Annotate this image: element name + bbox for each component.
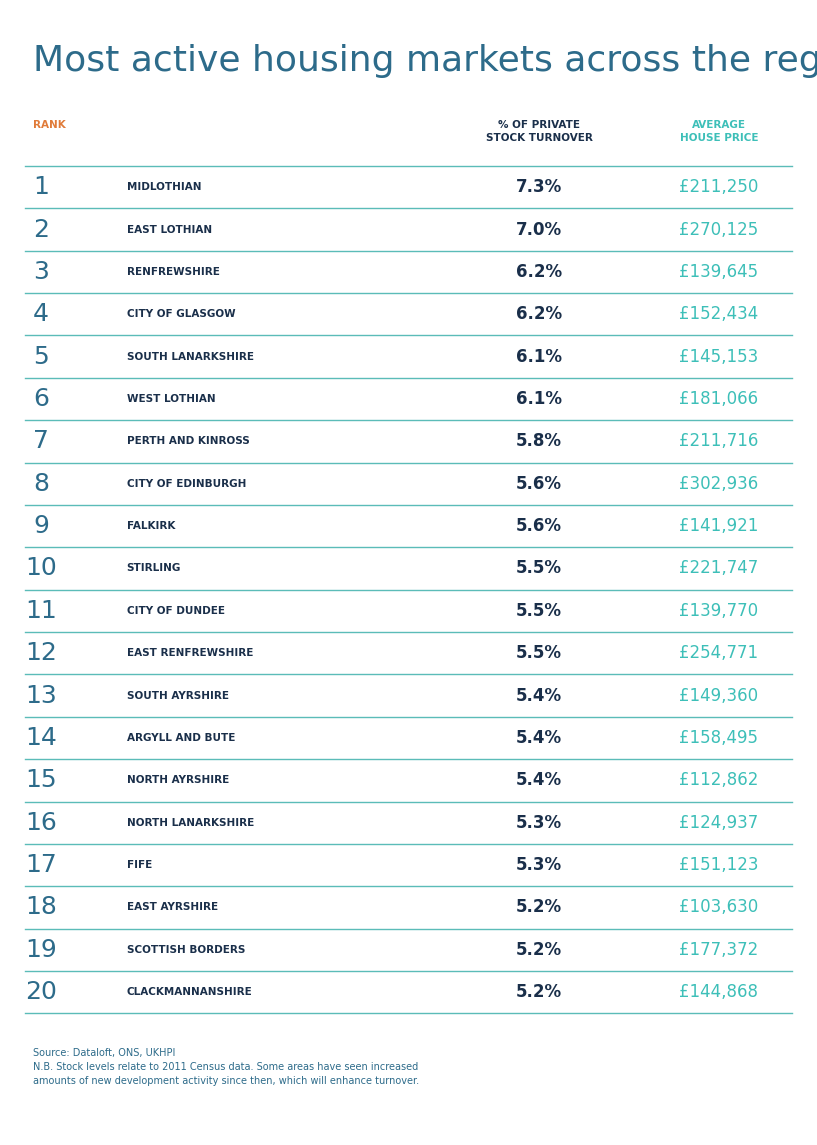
- Text: £149,360: £149,360: [680, 687, 758, 704]
- Text: FIFE: FIFE: [127, 860, 152, 870]
- Text: CITY OF DUNDEE: CITY OF DUNDEE: [127, 606, 225, 616]
- Text: 16: 16: [25, 811, 57, 835]
- Text: 7.3%: 7.3%: [516, 179, 562, 196]
- Text: RENFREWSHIRE: RENFREWSHIRE: [127, 267, 220, 277]
- Text: STIRLING: STIRLING: [127, 563, 181, 574]
- Text: CITY OF GLASGOW: CITY OF GLASGOW: [127, 309, 235, 319]
- Text: £144,868: £144,868: [680, 984, 758, 1001]
- Text: 5.8%: 5.8%: [516, 433, 562, 450]
- Text: SOUTH AYRSHIRE: SOUTH AYRSHIRE: [127, 690, 229, 701]
- Text: 6.1%: 6.1%: [516, 390, 562, 408]
- Text: SOUTH LANARKSHIRE: SOUTH LANARKSHIRE: [127, 352, 253, 362]
- Text: WEST LOTHIAN: WEST LOTHIAN: [127, 394, 215, 404]
- Text: £103,630: £103,630: [679, 899, 759, 916]
- Text: £124,937: £124,937: [679, 814, 759, 831]
- Text: 2: 2: [33, 218, 49, 242]
- Text: 7.0%: 7.0%: [516, 221, 562, 238]
- Text: SCOTTISH BORDERS: SCOTTISH BORDERS: [127, 945, 245, 955]
- Text: 19: 19: [25, 938, 56, 962]
- Text: 5.2%: 5.2%: [516, 899, 562, 916]
- Text: 12: 12: [25, 641, 57, 665]
- Text: 5.5%: 5.5%: [516, 602, 562, 619]
- Text: 6: 6: [33, 387, 49, 411]
- Text: PERTH AND KINROSS: PERTH AND KINROSS: [127, 436, 249, 447]
- Text: 10: 10: [25, 556, 56, 581]
- Text: £181,066: £181,066: [680, 390, 758, 408]
- Text: £254,771: £254,771: [680, 645, 758, 662]
- Text: ARGYLL AND BUTE: ARGYLL AND BUTE: [127, 733, 235, 743]
- Text: 13: 13: [25, 684, 56, 708]
- Text: £270,125: £270,125: [679, 221, 759, 238]
- Text: EAST AYRSHIRE: EAST AYRSHIRE: [127, 902, 218, 913]
- Text: NORTH LANARKSHIRE: NORTH LANARKSHIRE: [127, 818, 254, 828]
- Text: 20: 20: [25, 980, 57, 1004]
- Text: 5.6%: 5.6%: [516, 518, 562, 535]
- Text: 7: 7: [33, 429, 49, 453]
- Text: NORTH AYRSHIRE: NORTH AYRSHIRE: [127, 775, 229, 785]
- Text: 5.4%: 5.4%: [516, 772, 562, 789]
- Text: £211,716: £211,716: [679, 433, 759, 450]
- Text: 5.3%: 5.3%: [516, 814, 562, 831]
- Text: 8: 8: [33, 472, 49, 496]
- Text: 5.2%: 5.2%: [516, 984, 562, 1001]
- Text: £211,250: £211,250: [679, 179, 759, 196]
- Text: CLACKMANNANSHIRE: CLACKMANNANSHIRE: [127, 987, 252, 997]
- Text: FALKIRK: FALKIRK: [127, 521, 175, 531]
- Text: £141,921: £141,921: [679, 518, 759, 535]
- Text: MIDLOTHIAN: MIDLOTHIAN: [127, 182, 201, 192]
- Text: 6.1%: 6.1%: [516, 348, 562, 365]
- Text: 5.4%: 5.4%: [516, 729, 562, 747]
- Text: EAST RENFREWSHIRE: EAST RENFREWSHIRE: [127, 648, 253, 658]
- Text: RANK: RANK: [33, 120, 65, 131]
- Text: 6.2%: 6.2%: [516, 263, 562, 281]
- Text: 3: 3: [33, 260, 49, 284]
- Text: 6.2%: 6.2%: [516, 306, 562, 323]
- Text: £151,123: £151,123: [679, 856, 759, 874]
- Text: EAST LOTHIAN: EAST LOTHIAN: [127, 224, 212, 235]
- Text: 5.4%: 5.4%: [516, 687, 562, 704]
- Text: £112,862: £112,862: [679, 772, 759, 789]
- Text: £145,153: £145,153: [679, 348, 759, 365]
- Text: £158,495: £158,495: [680, 729, 758, 747]
- Text: 5.5%: 5.5%: [516, 645, 562, 662]
- Text: % OF PRIVATE
STOCK TURNOVER: % OF PRIVATE STOCK TURNOVER: [486, 120, 592, 143]
- Text: 9: 9: [33, 514, 49, 538]
- Text: 17: 17: [25, 853, 56, 877]
- Text: 11: 11: [25, 599, 56, 623]
- Text: 5.6%: 5.6%: [516, 475, 562, 492]
- Text: £152,434: £152,434: [679, 306, 759, 323]
- Text: 5.5%: 5.5%: [516, 560, 562, 577]
- Text: 15: 15: [25, 768, 56, 792]
- Text: 18: 18: [25, 895, 57, 919]
- Text: £177,372: £177,372: [679, 941, 759, 958]
- Text: 4: 4: [33, 302, 49, 326]
- Text: £221,747: £221,747: [679, 560, 759, 577]
- Text: £139,645: £139,645: [680, 263, 758, 281]
- Text: £302,936: £302,936: [679, 475, 759, 492]
- Text: 1: 1: [33, 175, 49, 199]
- Text: 5.3%: 5.3%: [516, 856, 562, 874]
- Text: 5: 5: [33, 345, 49, 369]
- Text: Source: Dataloft, ONS, UKHPI
N.B. Stock levels relate to 2011 Census data. Some : Source: Dataloft, ONS, UKHPI N.B. Stock …: [33, 1048, 419, 1085]
- Text: £139,770: £139,770: [680, 602, 758, 619]
- Text: CITY OF EDINBURGH: CITY OF EDINBURGH: [127, 479, 246, 489]
- Text: Most active housing markets across the region: Most active housing markets across the r…: [33, 44, 817, 78]
- Text: 14: 14: [25, 726, 57, 750]
- Text: AVERAGE
HOUSE PRICE: AVERAGE HOUSE PRICE: [680, 120, 758, 143]
- Text: 5.2%: 5.2%: [516, 941, 562, 958]
